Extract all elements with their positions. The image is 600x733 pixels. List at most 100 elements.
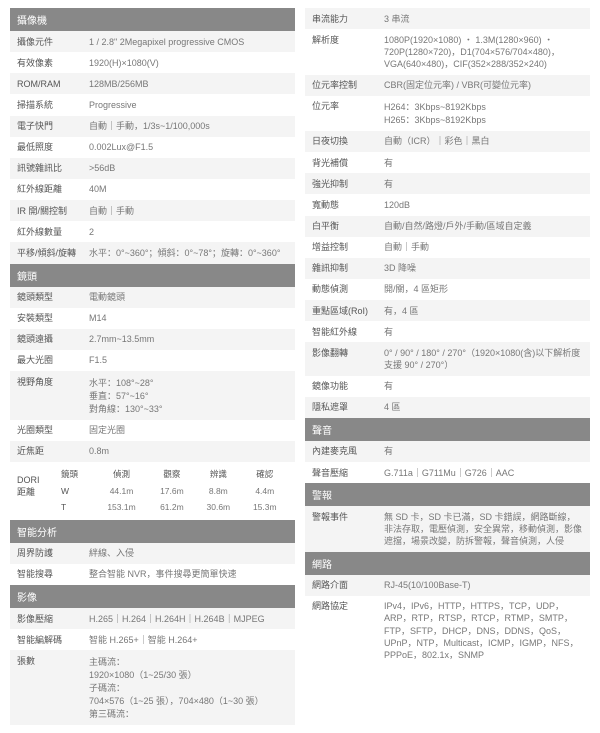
spec-row: 平移/傾斜/旋轉水平：0°~360°；傾斜：0°~78°；旋轉：0°~360° [10, 242, 295, 263]
spec-label: 光圈類型 [17, 424, 89, 436]
spec-value: Progressive [89, 99, 288, 111]
spec-value: 3D 降噪 [384, 262, 583, 274]
spec-row: 智能編解碼智能 H.265+｜智能 H.264+ [10, 629, 295, 650]
left-column: 攝像機 攝像元件1 / 2.8" 2Megapixel progressive … [10, 8, 295, 725]
spec-value: 有 [384, 178, 583, 190]
spec-label: 背光補償 [312, 157, 384, 169]
spec-value: 有，4 區 [384, 305, 583, 317]
spec-label: 攝像元件 [17, 36, 89, 48]
spec-label: 動態偵測 [312, 283, 384, 295]
spec-label: 重點區域(RoI) [312, 305, 384, 317]
dori-label: DORI距離 [17, 465, 59, 515]
spec-label: 鏡頭類型 [17, 291, 89, 303]
spec-row: 網路協定IPv4，IPv6，HTTP，HTTPS，TCP，UDP，ARP，RTP… [305, 596, 590, 666]
spec-value: 電動鏡頭 [89, 291, 288, 303]
spec-row: 內建麥克風有 [305, 441, 590, 462]
spec-value: CBR(固定位元率) / VBR(可變位元率) [384, 79, 583, 91]
spec-row: 鏡頭遠攝2.7mm~13.5mm [10, 329, 295, 350]
right-column: 串流能力3 串流 解析度1080P(1920×1080) ・ 1.3M(1280… [305, 8, 590, 725]
spec-label: IR 開/關控制 [17, 205, 89, 217]
spec-value: H.265｜H.264｜H.264H｜H.264B｜MJPEG [89, 613, 288, 625]
spec-row: 紅外線數量2 [10, 221, 295, 242]
spec-row: 白平衡自動/自然/路燈/戶外/手動/區域自定義 [305, 216, 590, 237]
spec-value: 有 [384, 157, 583, 169]
spec-label: 鏡頭遠攝 [17, 333, 89, 345]
spec-value: 1920(H)×1080(V) [89, 57, 288, 69]
spec-row: 光圈類型固定光圈 [10, 420, 295, 441]
spec-row: 寬動態120dB [305, 194, 590, 215]
spec-value: 2.7mm~13.5mm [89, 333, 288, 345]
spec-label: 串流能力 [312, 13, 384, 25]
spec-label: 最大光圈 [17, 354, 89, 366]
spec-label: 紅外線距離 [17, 183, 89, 195]
spec-row: 網路介面RJ-45(10/100Base-T) [305, 575, 590, 596]
spec-row: 日夜切換自動（ICR）｜彩色｜黑白 [305, 131, 590, 152]
spec-row: 鏡像功能有 [305, 376, 590, 397]
spec-label: 周界防護 [17, 547, 89, 559]
spec-row: 智能紅外線有 [305, 321, 590, 342]
spec-label: 網路介面 [312, 579, 384, 591]
dori-table: DORI距離 鏡頭 偵測 觀察 辨識 確認 W 44.1m 17.6m 8.8m… [10, 462, 295, 520]
spec-value: >56dB [89, 162, 288, 174]
spec-label: 日夜切換 [312, 135, 384, 147]
spec-row: 張數 主碼流： 1920×1080（1~25/30 張） 子碼流： 704×57… [10, 650, 295, 725]
spec-row: 安裝類型M14 [10, 308, 295, 329]
spec-label: 寬動態 [312, 199, 384, 211]
spec-value: 水平：108°~28° 垂直：57°~16° 對角線：130°~33° [89, 376, 288, 415]
spec-value: 自動/自然/路燈/戶外/手動/區域自定義 [384, 220, 583, 232]
spec-value: 無 SD 卡，SD 卡已滿，SD 卡錯誤，網路斷線，非法存取，電壓偵測，安全異常… [384, 511, 583, 547]
spec-label: 警報事件 [312, 511, 384, 547]
spec-row: 動態偵測開/關，4 區矩形 [305, 279, 590, 300]
spec-value: M14 [89, 312, 288, 324]
spec-label: 強光抑制 [312, 178, 384, 190]
spec-row: 重點區域(RoI)有，4 區 [305, 300, 590, 321]
dori-grid: 鏡頭 偵測 觀察 辨識 確認 W 44.1m 17.6m 8.8m 4.4m T… [59, 465, 288, 515]
spec-row: 解析度1080P(1920×1080) ・ 1.3M(1280×960) ・ 7… [305, 29, 590, 74]
spec-value: 自動（ICR）｜彩色｜黑白 [384, 135, 583, 147]
spec-value: 有 [384, 445, 583, 457]
spec-value: G.711a｜G711Mu｜G726｜AAC [384, 467, 583, 479]
spec-label: 白平衡 [312, 220, 384, 232]
spec-row: 最大光圈F1.5 [10, 350, 295, 371]
spec-row: 有效像素1920(H)×1080(V) [10, 52, 295, 73]
spec-value: 120dB [384, 199, 583, 211]
spec-label: 增益控制 [312, 241, 384, 253]
spec-value: 主碼流： 1920×1080（1~25/30 張） 子碼流： 704×576（1… [89, 655, 288, 721]
spec-row: 近焦距0.8m [10, 441, 295, 462]
spec-value: 40M [89, 183, 288, 195]
spec-row: 最低照度0.002Lux@F1.5 [10, 137, 295, 158]
spec-value: 水平：0°~360°；傾斜：0°~78°；旋轉：0°~360° [89, 247, 288, 259]
spec-row: ROM/RAM128MB/256MB [10, 73, 295, 94]
spec-value: 1080P(1920×1080) ・ 1.3M(1280×960) ・ 720P… [384, 34, 583, 70]
spec-value: 3 串流 [384, 13, 583, 25]
spec-value: 128MB/256MB [89, 78, 288, 90]
section-audio: 聲音 [305, 418, 590, 441]
spec-label: 位元率控制 [312, 79, 384, 91]
spec-label: 張數 [17, 655, 89, 721]
spec-label: 智能紅外線 [312, 326, 384, 338]
spec-value: 自動｜手動 [384, 241, 583, 253]
spec-row: 警報事件無 SD 卡，SD 卡已滿，SD 卡錯誤，網路斷線，非法存取，電壓偵測，… [305, 506, 590, 551]
spec-value: 自動｜手動，1/3s~1/100,000s [89, 120, 288, 132]
spec-row: 鏡頭類型電動鏡頭 [10, 287, 295, 308]
spec-label: 聲音壓縮 [312, 467, 384, 479]
spec-label: 訊號雜訊比 [17, 162, 89, 174]
spec-label: 電子快門 [17, 120, 89, 132]
spec-label: 安裝類型 [17, 312, 89, 324]
spec-value: 有 [384, 326, 583, 338]
spec-row: 背光補償有 [305, 152, 590, 173]
spec-label: 內建麥克風 [312, 445, 384, 457]
spec-value: 0.002Lux@F1.5 [89, 141, 288, 153]
section-camera: 攝像機 [10, 8, 295, 31]
spec-row: 聲音壓縮G.711a｜G711Mu｜G726｜AAC [305, 462, 590, 483]
spec-value: 0.8m [89, 445, 288, 457]
spec-label: 雜訊抑制 [312, 262, 384, 274]
spec-row: 訊號雜訊比>56dB [10, 158, 295, 179]
spec-row: 電子快門自動｜手動，1/3s~1/100,000s [10, 116, 295, 137]
spec-label: 紅外線數量 [17, 226, 89, 238]
spec-label: 鏡像功能 [312, 380, 384, 392]
spec-value: 開/關，4 區矩形 [384, 283, 583, 295]
spec-row: 雜訊抑制3D 降噪 [305, 258, 590, 279]
spec-value: F1.5 [89, 354, 288, 366]
spec-label: 智能搜尋 [17, 568, 89, 580]
